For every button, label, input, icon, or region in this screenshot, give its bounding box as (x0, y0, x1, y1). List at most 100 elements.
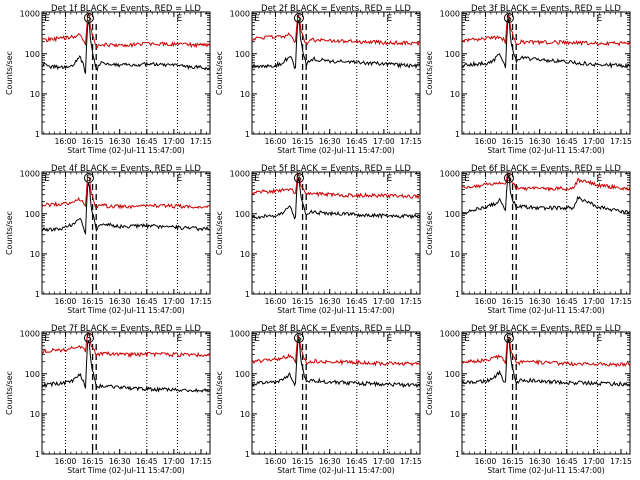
x-tick-label: 16:15 (82, 137, 104, 146)
y-tick-label: 10 (30, 250, 40, 259)
x-tick-label: 16:00 (265, 457, 287, 466)
event-marker-label: E (386, 334, 392, 344)
event-marker-label: S (506, 174, 512, 184)
y-tick-label: 10 (240, 410, 250, 419)
y-tick-label: 10 (240, 90, 250, 99)
y-tick-label: 100 (25, 370, 40, 379)
x-tick-label: 16:45 (556, 297, 578, 306)
y-axis-label: Counts/sec (5, 211, 14, 255)
y-tick-label: 1000 (20, 330, 40, 339)
events-series-line (251, 177, 421, 220)
event-marker-label: E (44, 174, 50, 184)
x-tick-label: 17:15 (610, 297, 632, 306)
lld-series-line (461, 336, 631, 368)
events-series-line (251, 19, 421, 70)
x-axis-label: Start Time (02-Jul-11 15:47:00) (277, 466, 394, 475)
y-tick-label: 10 (450, 410, 460, 419)
x-axis-label: Start Time (02-Jul-11 15:47:00) (67, 146, 184, 155)
y-axis-label: Counts/sec (425, 51, 434, 95)
lld-series-line (41, 176, 211, 210)
x-tick-label: 17:15 (190, 297, 212, 306)
y-tick-label: 1000 (230, 170, 250, 179)
marker-circle (503, 13, 514, 23)
marker-circle (83, 13, 94, 23)
event-marker-label: E (386, 174, 392, 184)
plot-frame (461, 171, 631, 295)
plot-title: Det 7f BLACK = Events, RED = LLD (51, 324, 201, 334)
detector-panel: Det 3f BLACK = Events, RED = LLD 1 10 100 10… (425, 4, 632, 155)
x-tick-label: 17:00 (373, 297, 395, 306)
plot-title: Det 1f BLACK = Events, RED = LLD (51, 4, 201, 14)
plot-title: Det 4f BLACK = Events, RED = LLD (51, 164, 201, 174)
x-tick-label: 17:15 (400, 137, 422, 146)
y-tick-label: 100 (235, 210, 250, 219)
detector-panel: Det 7f BLACK = Events, RED = LLD 1 10 100 10… (5, 324, 212, 475)
event-marker-label: E (596, 174, 602, 184)
y-tick-label: 100 (25, 210, 40, 219)
y-axis-label: Counts/sec (5, 51, 14, 95)
y-tick-label: 1000 (440, 10, 460, 19)
x-tick-label: 16:45 (136, 297, 158, 306)
plot-title: Det 3f BLACK = Events, RED = LLD (471, 4, 621, 14)
plot-frame (461, 11, 631, 135)
x-tick-label: 17:00 (583, 457, 605, 466)
event-marker-label: S (86, 174, 92, 184)
event-marker-label: S (86, 14, 92, 24)
x-tick-label: 16:30 (319, 297, 341, 306)
lld-series-line (251, 334, 421, 367)
lld-series-line (251, 173, 421, 200)
event-marker-label: E (464, 14, 470, 24)
y-tick-label: 10 (450, 90, 460, 99)
x-tick-label: 16:30 (109, 137, 131, 146)
plot-frame (41, 11, 211, 135)
plot-title: Det 6f BLACK = Events, RED = LLD (471, 164, 621, 174)
events-series-line (461, 174, 631, 216)
x-tick-label: 16:30 (529, 297, 551, 306)
lld-series-line (251, 13, 421, 47)
y-tick-label: 1 (455, 130, 460, 139)
plot-frame (251, 171, 421, 295)
y-axis-label: Counts/sec (215, 51, 224, 95)
x-axis-label: Start Time (02-Jul-11 15:47:00) (277, 146, 394, 155)
marker-circle (293, 173, 304, 183)
y-tick-label: 1 (35, 130, 40, 139)
x-tick-label: 16:30 (529, 137, 551, 146)
event-marker-label: E (386, 14, 392, 24)
x-tick-label: 16:30 (529, 457, 551, 466)
plot-frame (461, 331, 631, 455)
event-marker-label: E (44, 14, 50, 24)
y-tick-label: 1 (455, 450, 460, 459)
event-marker-label: S (296, 174, 302, 184)
y-tick-label: 100 (235, 50, 250, 59)
x-tick-label: 17:00 (163, 297, 185, 306)
y-tick-label: 100 (445, 210, 460, 219)
x-tick-label: 17:15 (190, 457, 212, 466)
detector-panel: Det 5f BLACK = Events, RED = LLD 1 10 100 10… (215, 164, 422, 315)
event-marker-label: E (44, 334, 50, 344)
event-marker-label: S (506, 334, 512, 344)
x-tick-label: 16:00 (475, 297, 497, 306)
x-tick-label: 16:00 (265, 137, 287, 146)
y-tick-label: 1 (455, 290, 460, 299)
x-tick-label: 17:00 (583, 297, 605, 306)
y-axis-label: Counts/sec (425, 211, 434, 255)
x-tick-label: 16:45 (136, 457, 158, 466)
events-series-line (461, 18, 631, 70)
y-axis-label: Counts/sec (215, 211, 224, 255)
x-axis-label: Start Time (02-Jul-11 15:47:00) (277, 306, 394, 315)
x-tick-label: 17:00 (373, 457, 395, 466)
event-marker-label: E (254, 334, 260, 344)
plot-frame (41, 171, 211, 295)
lld-series-line (461, 171, 631, 192)
plot-frame (251, 11, 421, 135)
y-tick-label: 1000 (230, 10, 250, 19)
plot-frame (251, 331, 421, 455)
x-tick-label: 17:00 (583, 137, 605, 146)
event-marker-label: E (176, 14, 182, 24)
plot-title: Det 2f BLACK = Events, RED = LLD (261, 4, 411, 14)
event-marker-label: S (296, 334, 302, 344)
x-tick-label: 16:00 (265, 297, 287, 306)
marker-circle (503, 173, 514, 183)
x-tick-label: 16:15 (82, 457, 104, 466)
y-axis-label: Counts/sec (215, 371, 224, 415)
